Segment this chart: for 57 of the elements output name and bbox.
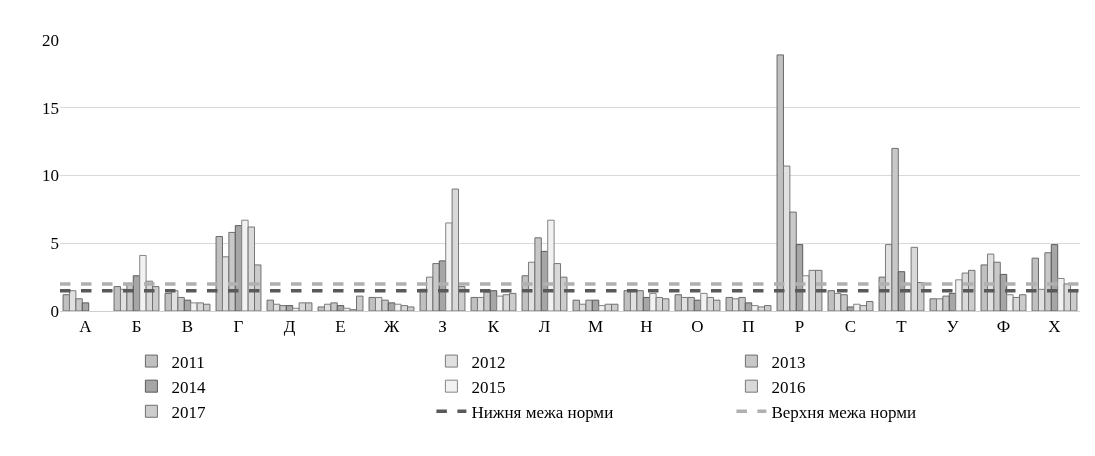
y-tick-label: 15 bbox=[42, 98, 59, 118]
bar bbox=[980, 264, 988, 311]
bar bbox=[674, 294, 682, 311]
legend-label: 2016 bbox=[771, 377, 806, 397]
legend-label: 2012 bbox=[471, 352, 506, 372]
x-tick-label: С bbox=[844, 317, 857, 337]
y-tick-label: 10 bbox=[42, 166, 59, 186]
x-tick-label: О bbox=[691, 317, 704, 337]
x-tick-label: Д bbox=[283, 317, 296, 337]
bar bbox=[470, 296, 478, 311]
bar bbox=[285, 305, 294, 311]
bar bbox=[317, 306, 325, 311]
x-tick-label: Н bbox=[640, 317, 653, 337]
bar bbox=[81, 302, 90, 311]
bar bbox=[139, 254, 147, 311]
bar bbox=[215, 235, 223, 311]
bar bbox=[846, 306, 855, 311]
bar bbox=[776, 54, 784, 311]
bar bbox=[725, 296, 733, 311]
y-tick-label: 5 bbox=[50, 234, 59, 254]
x-tick-label: М bbox=[587, 317, 604, 337]
legend-label: 2015 bbox=[471, 377, 506, 397]
x-tick-label: З bbox=[438, 317, 447, 337]
x-tick-label: Ж bbox=[383, 317, 400, 337]
x-tick-label: К bbox=[487, 317, 500, 337]
bar bbox=[827, 290, 835, 311]
x-tick-label: Р bbox=[794, 317, 805, 337]
legend-label: 2017 bbox=[171, 402, 206, 422]
bar bbox=[623, 290, 631, 311]
bar bbox=[62, 294, 70, 311]
x-tick-label: Г bbox=[233, 317, 244, 337]
x-tick-label: А bbox=[79, 317, 93, 337]
bar bbox=[572, 299, 580, 311]
x-tick-label: Т bbox=[896, 317, 908, 337]
bar bbox=[929, 298, 937, 311]
x-tick-label: Е bbox=[335, 317, 346, 337]
bar bbox=[368, 296, 376, 311]
bar bbox=[164, 292, 172, 311]
x-tick-label: Ф bbox=[996, 317, 1011, 337]
bar bbox=[68, 290, 77, 311]
bar bbox=[336, 305, 345, 311]
x-tick-label: Л bbox=[538, 317, 551, 337]
legend-label: 2013 bbox=[771, 352, 806, 372]
bar bbox=[744, 302, 753, 311]
x-tick-label: Х bbox=[1048, 317, 1061, 337]
legend-label: Нижня межа норми bbox=[471, 402, 614, 422]
y-tick-label: 20 bbox=[42, 30, 59, 50]
legend-label: 2011 bbox=[171, 352, 205, 372]
x-tick-label: П bbox=[742, 317, 755, 337]
bar bbox=[113, 286, 121, 311]
legend-label: Верхня межа норми bbox=[771, 402, 916, 422]
legend-label: 2014 bbox=[171, 377, 206, 397]
x-tick-label: В bbox=[181, 317, 194, 337]
x-tick-label: Б bbox=[131, 317, 142, 337]
x-tick-label: У bbox=[946, 317, 960, 337]
y-tick-label: 0 bbox=[50, 301, 59, 321]
bar bbox=[266, 299, 274, 311]
